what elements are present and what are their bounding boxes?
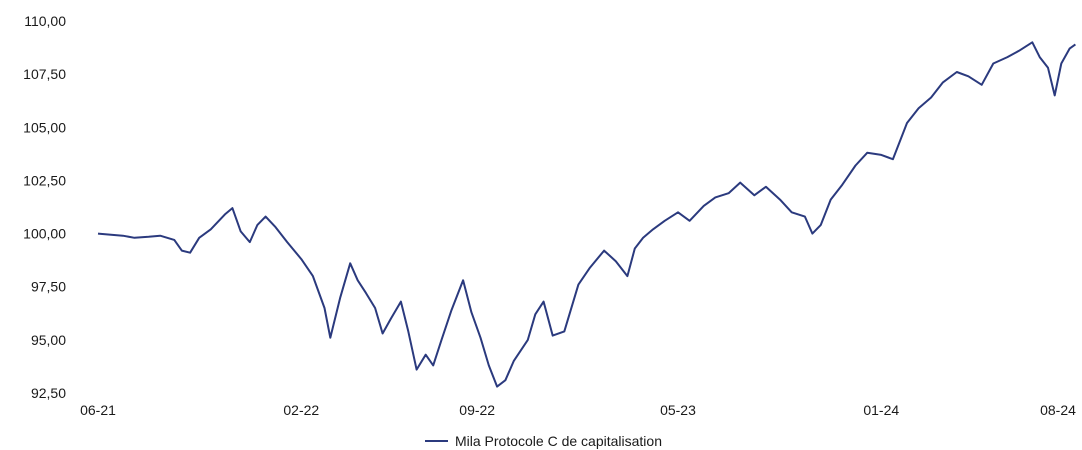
- y-tick-label: 107,50: [23, 66, 66, 82]
- x-tick-label: 02-22: [283, 402, 319, 418]
- series-layer: [97, 41, 1076, 388]
- y-tick-label: 110,00: [24, 13, 66, 29]
- y-tick-label: 92,50: [31, 385, 66, 401]
- y-tick-label: 102,50: [23, 172, 66, 188]
- y-axis: 92,50 95,00 97,50 100,00 102,50 105,00 107,50 1…: [23, 13, 66, 401]
- legend-label: Mila Protocole C de capitalisation: [455, 433, 662, 449]
- series-line: [97, 41, 1076, 388]
- x-tick-label: 06-21: [80, 402, 116, 418]
- y-tick-label: 97,50: [31, 279, 66, 295]
- x-tick-label: 09-22: [459, 402, 495, 418]
- x-axis: 06-21 02-22 09-22 05-23 01-24 08-24: [80, 402, 1076, 418]
- y-tick-label: 105,00: [23, 119, 66, 135]
- x-tick-label: 05-23: [660, 402, 696, 418]
- x-tick-label: 08-24: [1040, 402, 1076, 418]
- legend: Mila Protocole C de capitalisation: [425, 433, 662, 449]
- x-tick-label: 01-24: [863, 402, 899, 418]
- y-tick-label: 100,00: [23, 226, 66, 242]
- y-tick-label: 95,00: [31, 332, 66, 348]
